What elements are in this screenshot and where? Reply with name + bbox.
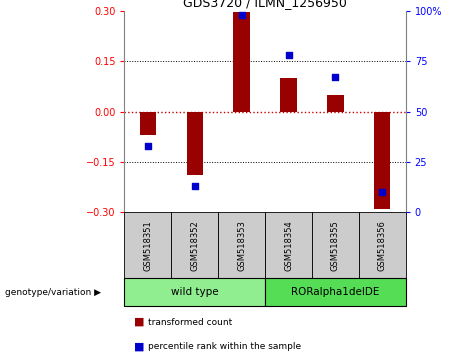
Title: GDS3720 / ILMN_1256950: GDS3720 / ILMN_1256950 [183, 0, 347, 10]
Text: GSM518355: GSM518355 [331, 220, 340, 270]
FancyBboxPatch shape [265, 278, 406, 306]
FancyBboxPatch shape [359, 212, 406, 278]
Text: GSM518351: GSM518351 [143, 220, 153, 270]
Point [378, 189, 386, 195]
Point [144, 143, 152, 149]
FancyBboxPatch shape [265, 212, 312, 278]
Text: genotype/variation ▶: genotype/variation ▶ [5, 287, 100, 297]
Text: GSM518353: GSM518353 [237, 220, 246, 270]
Bar [233, 12, 250, 112]
Text: wild type: wild type [171, 287, 219, 297]
Point [332, 74, 339, 80]
FancyBboxPatch shape [312, 212, 359, 278]
FancyBboxPatch shape [124, 278, 265, 306]
FancyBboxPatch shape [218, 212, 265, 278]
Bar [280, 78, 297, 112]
Point [285, 52, 292, 58]
Bar [327, 95, 343, 112]
Text: GSM518356: GSM518356 [378, 220, 387, 270]
Bar [374, 112, 390, 209]
Text: RORalpha1delDE: RORalpha1delDE [291, 287, 379, 297]
Text: transformed count: transformed count [148, 318, 232, 327]
Point [238, 12, 245, 17]
Point [191, 183, 198, 189]
Text: ■: ■ [134, 317, 144, 327]
Text: percentile rank within the sample: percentile rank within the sample [148, 342, 301, 352]
FancyBboxPatch shape [171, 212, 218, 278]
FancyBboxPatch shape [124, 212, 171, 278]
Bar [140, 112, 156, 135]
Bar [187, 112, 203, 175]
Text: GSM518354: GSM518354 [284, 220, 293, 270]
Text: ■: ■ [134, 342, 144, 352]
Text: GSM518352: GSM518352 [190, 220, 199, 270]
